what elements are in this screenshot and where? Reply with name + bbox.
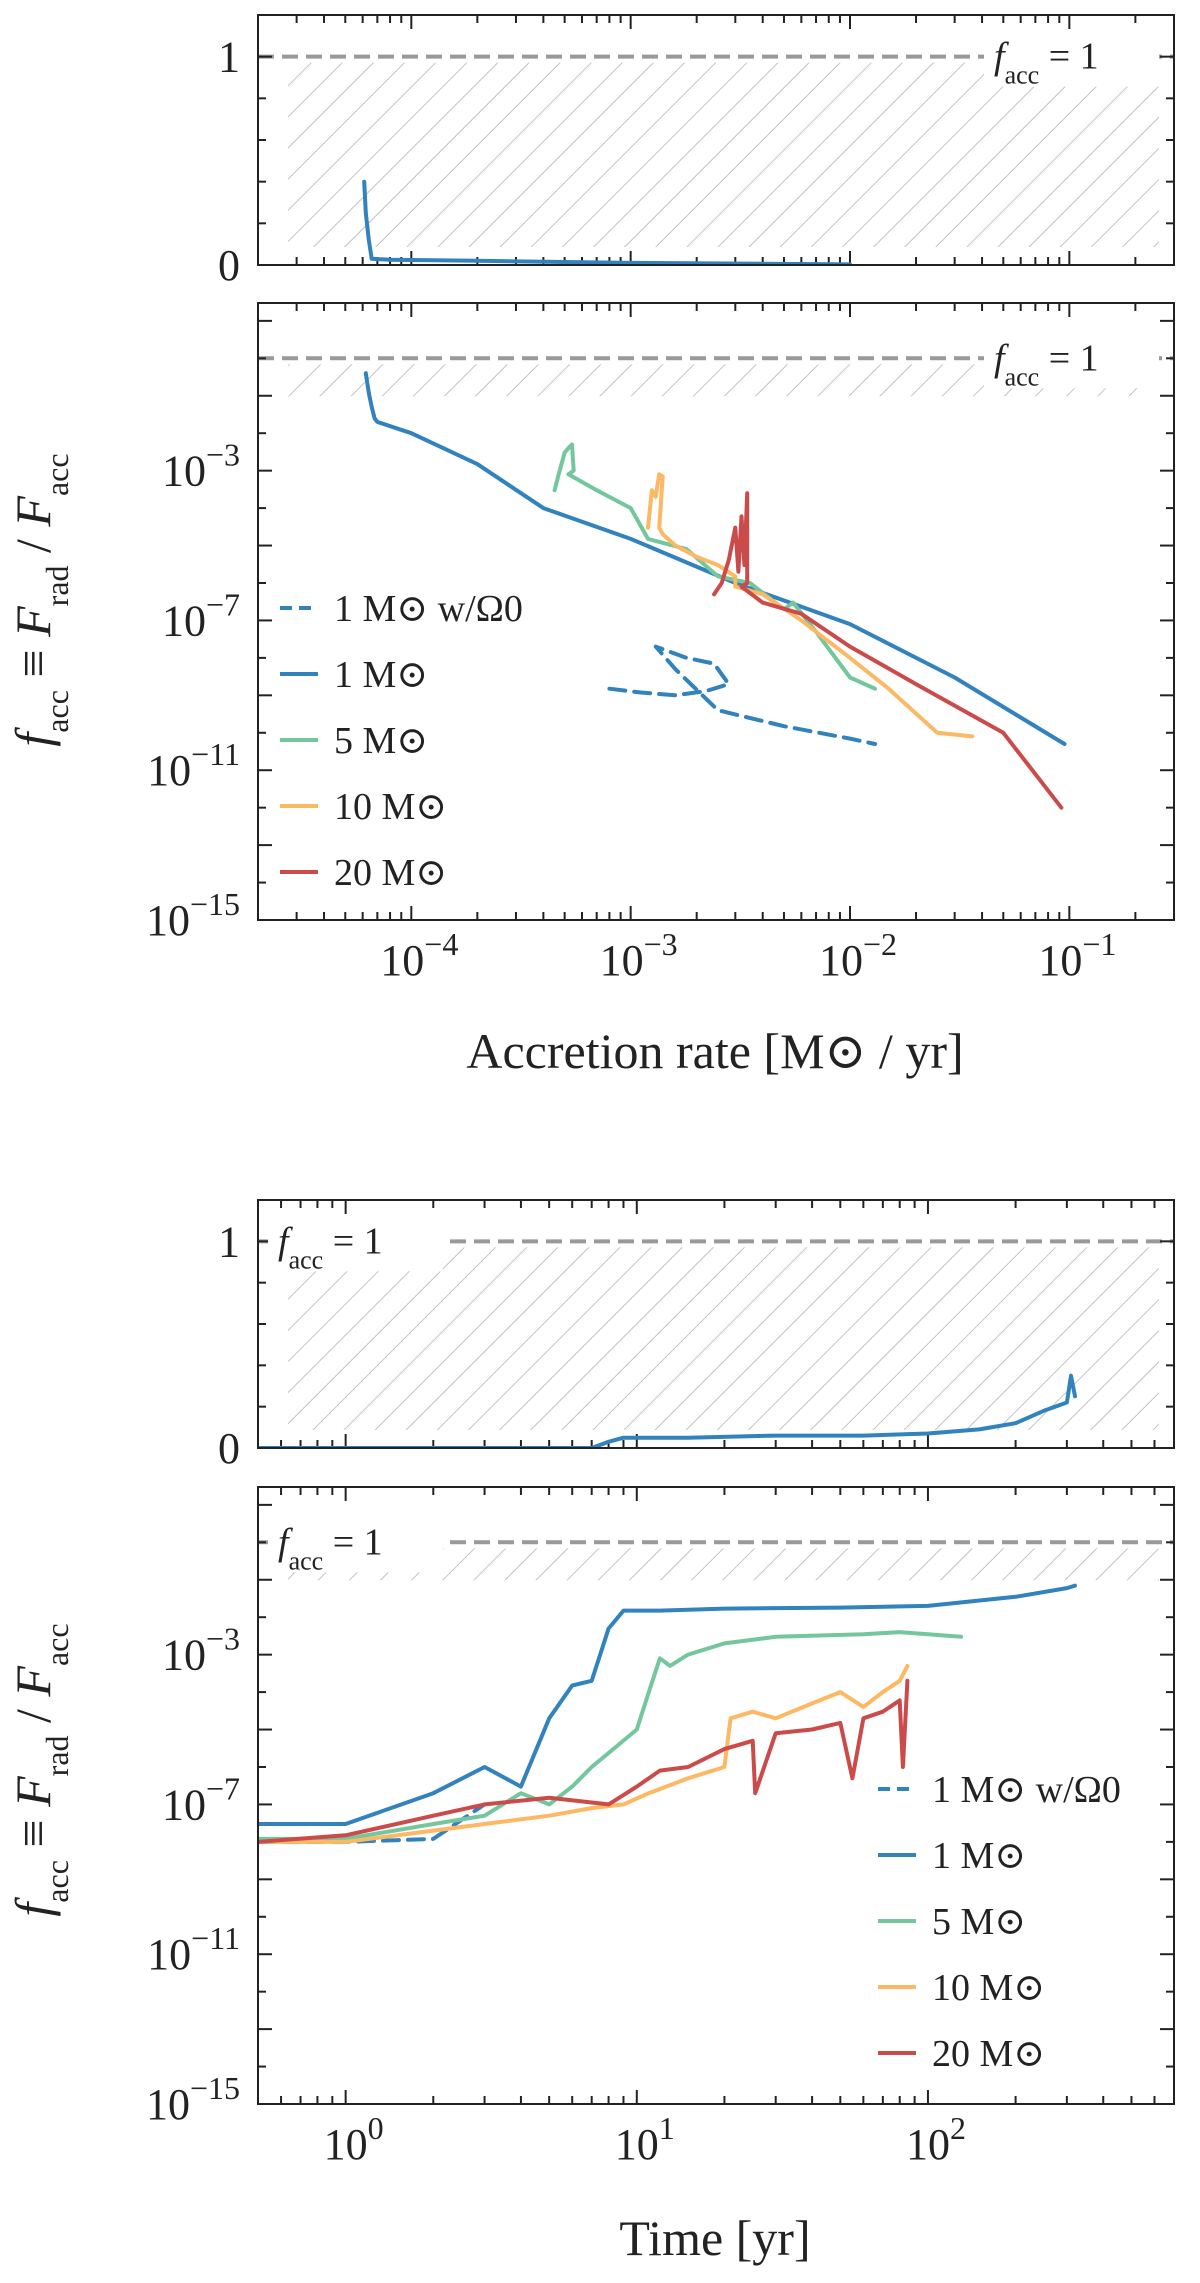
tick-exponent: −11	[191, 1920, 240, 1956]
tick-base: 10	[146, 896, 190, 945]
legend: 1 M⊙ w/Ω0 1 M⊙ 5 M⊙ 10 M⊙ 20 M⊙	[280, 588, 523, 894]
series-line-1	[258, 1583, 1077, 1826]
y-tick-label: 1	[218, 1217, 240, 1266]
y-axis-label-bottom: facc ≡ Frad / Facc	[5, 1623, 75, 1916]
threshold-label-bg	[984, 332, 1159, 389]
threshold-label-bg	[984, 30, 1159, 87]
legend-label: 20 M⊙	[334, 852, 447, 894]
y-tick-label: 10−3	[162, 437, 240, 496]
tick-base: 10	[162, 596, 206, 645]
x-tick-label: 100	[324, 2110, 384, 2169]
y-tick-label: 10−7	[162, 586, 240, 645]
tick-base: 10	[147, 1930, 191, 1979]
y-tick-label: 10−15	[146, 886, 240, 945]
tick-base: 10	[162, 1631, 206, 1680]
y-tick-label: 0	[218, 241, 240, 290]
series-line-0	[258, 1373, 1077, 1448]
tick-exponent: −11	[191, 736, 240, 772]
x-tick-label: 101	[615, 2110, 675, 2169]
threshold-label-bg	[268, 1215, 443, 1272]
series-line-3	[258, 1663, 910, 1844]
legend-label: 1 M⊙ w/Ω0	[932, 1769, 1121, 1811]
tick-exponent: −7	[206, 586, 240, 622]
plot-frame	[257, 1486, 1175, 2105]
plot-frame	[257, 1199, 1175, 1449]
legend-label: 10 M⊙	[932, 1967, 1045, 2009]
legend-label: 5 M⊙	[334, 720, 428, 762]
tick-base: 10	[324, 2120, 368, 2169]
tick-base: 10	[600, 936, 644, 985]
tick-exponent: −3	[206, 1621, 240, 1657]
threshold-hatch	[288, 1247, 1159, 1430]
tick-base: 10	[147, 746, 191, 795]
threshold-hatch	[288, 62, 1159, 247]
y-tick-label: 10−11	[147, 736, 240, 795]
tick-base: 10	[1038, 936, 1082, 985]
series-line-0	[607, 644, 877, 746]
x-axis-label-time: Time [yr]	[619, 2210, 810, 2266]
series-line-4	[258, 1678, 910, 1844]
series-line-4	[712, 491, 1064, 810]
panel-time-log: facc = 1 1 M⊙ w/Ω01 M⊙5 M⊙10 M⊙20 M⊙ 10−…	[146, 1486, 1175, 2169]
x-axis-label-accretion: Accretion rate [M⊙ / yr]	[466, 1023, 963, 1079]
series-line-2	[258, 1630, 964, 1841]
legend-label: 10 M⊙	[334, 786, 447, 828]
panel-accretion-linear: facc = 1 01	[218, 14, 1175, 290]
threshold-label: facc = 1	[278, 1220, 383, 1274]
series-layer	[258, 1373, 1077, 1448]
legend-label: 20 M⊙	[932, 2033, 1045, 2075]
threshold-label: facc = 1	[278, 1521, 383, 1575]
tick-exponent: −7	[206, 1770, 240, 1806]
panel-accretion-log: facc = 1 1 M⊙ w/Ω01 M⊙5 M⊙10 M⊙20 M⊙ 10−…	[146, 302, 1175, 985]
y-tick-label: 10−7	[162, 1770, 240, 1829]
series-layer	[363, 371, 1067, 810]
threshold-label: facc = 1	[994, 337, 1099, 391]
series-layer	[362, 179, 852, 265]
tick-base: 10	[380, 936, 424, 985]
legend: 1 M⊙ w/Ω0 1 M⊙ 5 M⊙ 10 M⊙ 20 M⊙	[878, 1769, 1121, 2075]
threshold-label-bg	[268, 1516, 443, 1573]
legend-label: 5 M⊙	[932, 1901, 1026, 1943]
tick-base: 10	[162, 447, 206, 496]
y-tick-label: 1	[218, 33, 240, 82]
y-tick-label: 10−3	[162, 1621, 240, 1680]
legend-label: 1 M⊙	[334, 654, 428, 696]
x-tick-label: 10−4	[380, 926, 458, 985]
series-line-3	[646, 472, 974, 739]
panel-time-linear: facc = 1 0 1	[218, 1199, 1175, 1473]
tick-base: 10	[146, 2080, 190, 2129]
tick-exponent: −15	[190, 886, 240, 922]
tick-exponent: 2	[950, 2110, 966, 2146]
tick-exponent: 1	[659, 2110, 675, 2146]
axis-ticks	[257, 303, 1174, 921]
tick-exponent: −3	[644, 926, 678, 962]
tick-base: 10	[819, 936, 863, 985]
y-tick-label: 0	[218, 1424, 240, 1473]
x-tick-label: 10−2	[819, 926, 897, 985]
legend-label: 1 M⊙ w/Ω0	[334, 588, 523, 630]
y-axis-label-top: facc ≡ Frad / Facc	[5, 453, 75, 746]
series-line-2	[552, 442, 877, 691]
x-tick-label: 10−1	[1038, 926, 1116, 985]
x-tick-label: 10−3	[600, 926, 678, 985]
y-tick-label: 10−15	[146, 2070, 240, 2129]
tick-exponent: −2	[863, 926, 897, 962]
tick-base: 10	[906, 2120, 950, 2169]
tick-exponent: −15	[190, 2070, 240, 2106]
tick-base: 10	[615, 2120, 659, 2169]
series-layer	[258, 1583, 1077, 1844]
tick-exponent: 0	[368, 2110, 384, 2146]
series-line-0	[362, 179, 852, 265]
tick-exponent: −3	[206, 437, 240, 473]
x-tick-label: 102	[906, 2110, 966, 2169]
plot-frame	[257, 14, 1175, 266]
tick-base: 10	[162, 1780, 206, 1829]
legend-label: 1 M⊙	[932, 1835, 1026, 1877]
plot-frame	[257, 302, 1175, 921]
series-line-1	[363, 371, 1067, 746]
tick-exponent: −1	[1082, 926, 1116, 962]
y-tick-label: 10−11	[147, 1920, 240, 1979]
tick-exponent: −4	[424, 926, 458, 962]
